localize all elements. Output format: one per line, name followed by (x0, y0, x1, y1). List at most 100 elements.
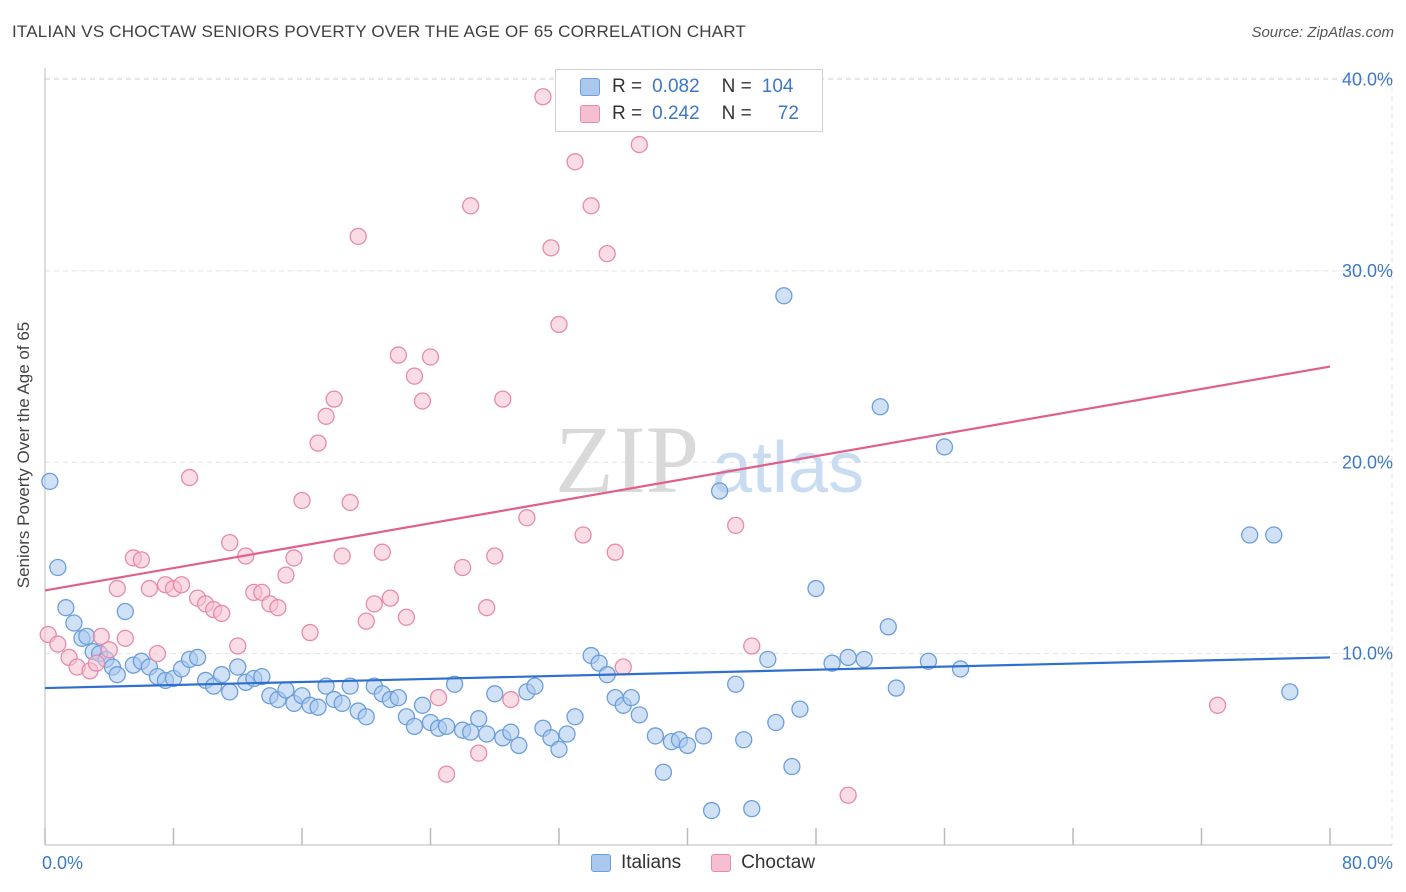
italians-point (333, 694, 351, 713)
choctaw-point (1208, 696, 1227, 714)
legend-r-label: R = (612, 103, 643, 124)
italians-point (743, 799, 761, 818)
italians-point (654, 763, 673, 781)
italians-trend-line (44, 656, 1331, 690)
y-tick-label: 30.0% (1342, 261, 1393, 281)
italians-point (775, 287, 793, 305)
choctaw-point (49, 635, 67, 653)
italians-point (229, 658, 247, 676)
choctaw-points (39, 88, 1227, 804)
legend-r-label: R = (612, 76, 643, 97)
choctaw-point (132, 551, 151, 569)
choctaw-point (293, 491, 311, 510)
italians-point (445, 675, 464, 693)
legend-label-choctaw: Choctaw (741, 852, 816, 873)
choctaw-point (606, 543, 624, 561)
legend-item-italians[interactable]: Italians (590, 852, 681, 874)
choctaw-swatch (580, 105, 600, 123)
choctaw-point (349, 227, 367, 246)
italians-point (405, 717, 424, 735)
italians-point (702, 801, 721, 820)
legend-n-label: N = (721, 76, 752, 97)
choctaw-point (148, 644, 167, 663)
choctaw-point (574, 526, 592, 544)
italians-point (389, 688, 408, 707)
italians-point (710, 482, 729, 500)
italians-point (188, 648, 207, 667)
italians-point (478, 725, 496, 743)
italians-point (767, 713, 785, 732)
italians-point (727, 675, 745, 693)
italians-swatch (590, 854, 611, 872)
choctaw-point (839, 786, 857, 804)
legend-n-value: 72 (777, 103, 799, 124)
italians-point (437, 717, 456, 735)
choctaw-point (357, 612, 375, 630)
choctaw-point (550, 315, 568, 334)
series-legend: Italians Choctaw (0, 852, 1406, 874)
choctaw-point (630, 135, 648, 154)
italians-point (791, 700, 809, 718)
legend-n-value: 104 (761, 76, 794, 97)
legend-item-choctaw[interactable]: Choctaw (711, 852, 815, 874)
choctaw-point (462, 197, 480, 215)
y-tick-label: 40.0% (1342, 70, 1393, 90)
italians-point (622, 688, 640, 707)
choctaw-point (429, 688, 448, 707)
italians-point (1281, 683, 1299, 701)
choctaw-point (542, 239, 560, 257)
choctaw-point (221, 533, 239, 552)
chart-source: Source: ZipAtlas.com (1251, 24, 1394, 41)
choctaw-point (373, 543, 391, 561)
legend-r-value: 0.082 (652, 76, 700, 97)
correlation-legend: R = 0.082 N = 104 R = 0.242 N = 72 (555, 69, 823, 132)
italians-point (357, 708, 375, 726)
choctaw-point (478, 599, 496, 617)
choctaw-point (317, 407, 335, 425)
italians-point (49, 558, 67, 577)
choctaw-point (309, 434, 327, 452)
italians-point (871, 398, 889, 416)
legend-row-italians: R = 0.082 N = 104 (580, 75, 793, 99)
choctaw-point (92, 627, 110, 646)
italians-point (41, 472, 59, 491)
choctaw-point (405, 367, 424, 385)
choctaw-point (486, 547, 504, 565)
italians-point (558, 725, 576, 743)
tick-labels: 10.0% 20.0% 30.0% 40.0% 0.0% 80.0% (42, 70, 1393, 874)
italians-point (887, 679, 905, 697)
italians-point (919, 652, 938, 670)
choctaw-point (180, 468, 199, 487)
choctaw-point (140, 579, 159, 598)
choctaw-point (494, 390, 512, 408)
choctaw-point (87, 654, 106, 672)
italians-points (41, 287, 1299, 820)
italians-point (855, 650, 873, 669)
italians-point (1265, 526, 1283, 544)
choctaw-point (566, 153, 584, 171)
choctaw-point (582, 197, 600, 215)
x-tick-label: 80.0% (1342, 853, 1393, 873)
italians-point (213, 666, 231, 684)
choctaw-swatch (711, 854, 732, 872)
choctaw-point (365, 595, 383, 613)
choctaw-point (727, 516, 745, 535)
choctaw-point (213, 604, 231, 623)
italians-point (470, 710, 488, 728)
x-tick-label: 0.0% (42, 853, 83, 873)
choctaw-point (108, 579, 126, 598)
italians-point (116, 602, 134, 621)
italians-point (630, 706, 648, 724)
choctaw-point (598, 245, 616, 263)
choctaw-point (534, 88, 552, 106)
italians-point (935, 438, 954, 456)
italians-point (566, 708, 584, 726)
italians-point (694, 727, 713, 745)
choctaw-point (453, 558, 472, 577)
legend-n-label: N = (721, 103, 752, 124)
italians-point (783, 757, 801, 776)
italians-point (309, 698, 327, 716)
italians-point (951, 660, 970, 678)
choctaw-point (743, 637, 761, 655)
choctaw-trend-line (44, 365, 1331, 592)
